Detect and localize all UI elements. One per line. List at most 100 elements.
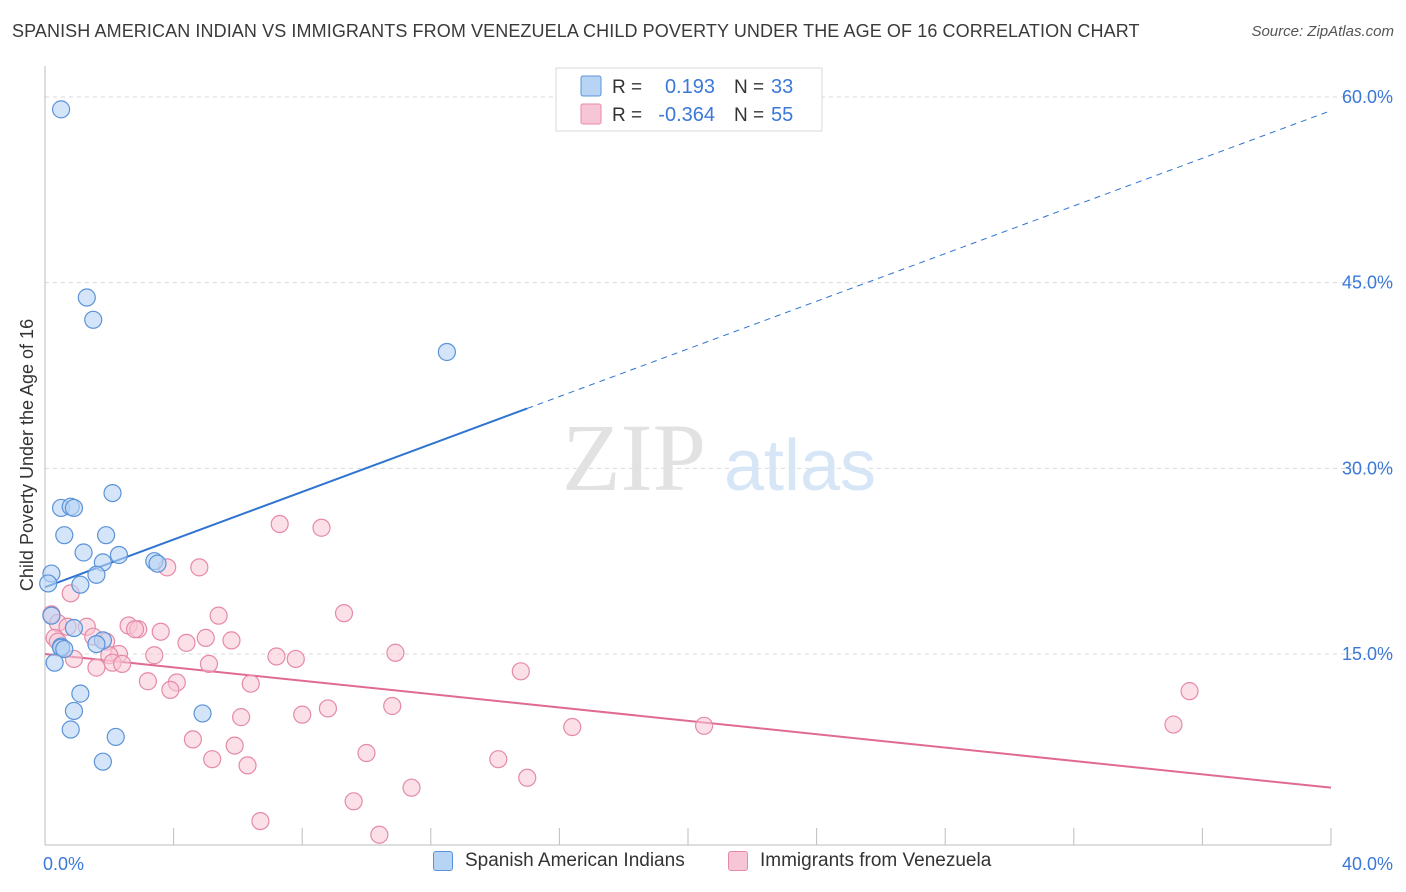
data-point-spanish-american-indian	[77, 288, 96, 307]
source-credit: Source: ZipAtlas.com	[1251, 23, 1394, 40]
legend-n-label: N =	[734, 105, 764, 126]
data-point-venezuela	[357, 743, 376, 763]
stats-legend: R = 0.193 N = 33 R = -0.364 N = 55	[555, 67, 823, 132]
data-point-venezuela	[222, 631, 241, 650]
data-point-venezuela	[386, 643, 405, 662]
data-point-spanish-american-indian	[51, 100, 71, 119]
data-point-spanish-american-indian	[64, 618, 84, 638]
data-point-venezuela	[145, 646, 164, 665]
data-point-venezuela	[286, 649, 305, 669]
data-point-venezuela	[161, 680, 180, 699]
data-point-spanish-american-indian	[71, 684, 90, 703]
watermark-zip: ZIP	[562, 404, 706, 511]
data-point-venezuela	[203, 750, 222, 769]
data-point-spanish-american-indian	[71, 575, 90, 594]
data-point-venezuela	[293, 705, 312, 724]
data-point-venezuela	[87, 658, 106, 677]
legend-r-value: -0.364	[658, 104, 715, 126]
legend-label-spanish-american-indians: Spanish American Indians	[465, 850, 685, 871]
data-point-venezuela	[1164, 715, 1183, 734]
data-point-venezuela	[402, 778, 421, 797]
data-point-venezuela	[694, 716, 714, 735]
legend-n-value: 55	[771, 104, 793, 126]
chart-title: SPANISH AMERICAN INDIAN VS IMMIGRANTS FR…	[12, 21, 1140, 41]
legend-label-venezuela: Immigrants from Venezuela	[760, 850, 992, 871]
data-point-venezuela	[183, 730, 202, 749]
data-point-venezuela	[267, 647, 286, 666]
data-point-spanish-american-indian	[74, 543, 93, 562]
data-point-venezuela	[489, 750, 508, 769]
watermark-atlas: atlas	[724, 426, 876, 506]
data-point-spanish-american-indian	[87, 565, 106, 584]
y-tick-label: 45.0%	[1342, 273, 1393, 293]
data-point-venezuela	[241, 674, 260, 693]
trendline-venezuela	[44, 653, 1332, 789]
watermark: ZIP atlas	[562, 404, 876, 511]
data-point-venezuela	[318, 699, 338, 718]
data-point-venezuela	[113, 654, 132, 674]
data-point-spanish-american-indian	[84, 310, 103, 329]
data-point-venezuela	[270, 514, 289, 534]
points-spanish-american-indians	[39, 100, 456, 771]
legend-item-spanish-american-indians: Spanish American Indians	[433, 850, 685, 872]
y-tick-label: 60.0%	[1342, 87, 1393, 107]
data-point-venezuela	[563, 717, 582, 737]
data-point-spanish-american-indian	[61, 720, 80, 739]
axes	[44, 66, 1332, 846]
points-venezuela	[42, 514, 1199, 844]
data-point-spanish-american-indian	[87, 634, 106, 654]
data-point-venezuela	[312, 518, 331, 537]
x-tick-label: 0.0%	[43, 854, 84, 874]
trendline-blue-dashed	[527, 110, 1332, 409]
trendline-venezuela-solid	[44, 653, 1332, 789]
data-point-venezuela	[1180, 682, 1199, 701]
legend-swatch-pink	[580, 103, 602, 125]
data-point-spanish-american-indian	[148, 554, 167, 573]
data-point-venezuela	[190, 558, 209, 577]
data-point-venezuela	[511, 662, 530, 681]
legend-n-label: N =	[734, 77, 764, 98]
gridlines	[45, 96, 1392, 655]
data-point-venezuela	[370, 825, 389, 844]
data-point-venezuela	[151, 622, 170, 641]
data-point-spanish-american-indian	[96, 526, 116, 545]
data-point-spanish-american-indian	[64, 498, 84, 518]
legend-r-label: R =	[612, 105, 642, 126]
data-point-spanish-american-indian	[106, 727, 125, 747]
y-tick-labels: 15.0% 30.0% 45.0% 60.0%	[1342, 87, 1393, 664]
x-tick-label: 40.0%	[1342, 854, 1393, 874]
data-point-venezuela	[199, 654, 219, 674]
data-point-venezuela	[251, 811, 270, 831]
y-axis-label: Child Poverty Under the Age of 16	[17, 319, 37, 591]
data-point-spanish-american-indian	[55, 526, 74, 545]
data-point-venezuela	[125, 620, 145, 639]
data-point-venezuela	[177, 633, 196, 652]
data-point-venezuela	[138, 672, 157, 691]
data-point-venezuela	[344, 792, 363, 811]
data-point-venezuela	[196, 628, 215, 648]
legend-swatch-pink	[728, 851, 748, 871]
data-point-spanish-american-indian	[42, 606, 61, 625]
data-point-spanish-american-indian	[55, 639, 74, 659]
data-point-spanish-american-indian	[45, 653, 64, 672]
data-point-spanish-american-indian	[103, 483, 122, 503]
legend-swatch-blue	[580, 75, 602, 97]
data-point-venezuela	[232, 708, 251, 727]
data-point-venezuela	[518, 768, 537, 787]
data-point-venezuela	[238, 756, 257, 775]
data-point-spanish-american-indian	[437, 342, 456, 362]
data-point-spanish-american-indian	[193, 704, 212, 723]
data-point-spanish-american-indian	[109, 545, 129, 565]
data-point-venezuela	[225, 736, 244, 755]
data-point-spanish-american-indian	[64, 701, 84, 721]
legend-r-label: R =	[612, 77, 642, 98]
legend-item-venezuela: Immigrants from Venezuela	[728, 850, 991, 872]
y-tick-label: 30.0%	[1342, 458, 1393, 478]
data-point-venezuela	[334, 604, 354, 623]
x-tick-labels: 0.0% 40.0%	[43, 854, 1393, 874]
data-point-venezuela	[383, 696, 402, 716]
series-legend: Spanish American Indians Immigrants from…	[0, 850, 1406, 878]
data-point-spanish-american-indian	[39, 574, 58, 593]
legend-swatch-blue	[433, 851, 453, 871]
